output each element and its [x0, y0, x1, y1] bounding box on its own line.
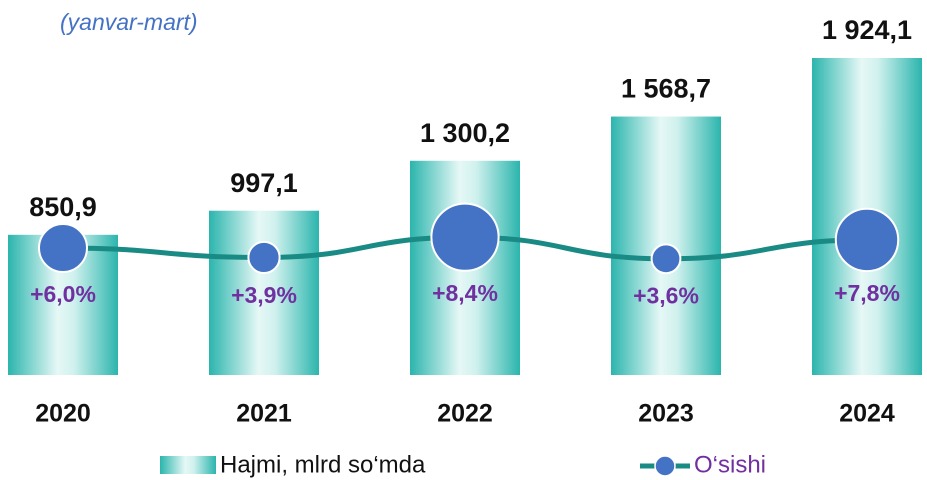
growth-bubble	[38, 223, 88, 273]
growth-bubble	[834, 207, 900, 273]
growth-label: +6,0%	[30, 281, 96, 307]
value-label: 1 568,7	[621, 74, 711, 104]
growth-label: +3,6%	[633, 282, 699, 308]
value-label: 1 924,1	[822, 15, 912, 45]
x-tick-label: 2024	[839, 400, 895, 428]
growth-label: +8,4%	[432, 280, 498, 306]
x-tick-label: 2023	[638, 400, 694, 428]
legend-label: Hajmi, mlrd so‘mda	[220, 451, 426, 478]
growth-bubble	[247, 240, 281, 275]
x-tick-label: 2021	[236, 400, 292, 428]
legend-marker	[654, 455, 676, 477]
growth-label: +3,9%	[231, 282, 297, 308]
growth-bubble	[650, 243, 682, 275]
value-label: 850,9	[29, 192, 97, 222]
growth-bubble	[430, 202, 500, 272]
legend-swatch	[160, 456, 216, 474]
growth-label: +7,8%	[834, 280, 900, 306]
legend-label: O‘sishi	[694, 451, 766, 478]
bar	[209, 210, 319, 375]
subtitle: (yanvar-mart)	[60, 9, 198, 35]
x-tick-label: 2020	[35, 400, 91, 428]
value-label: 997,1	[230, 168, 298, 198]
x-tick-label: 2022	[437, 400, 493, 428]
value-label: 1 300,2	[420, 118, 510, 148]
